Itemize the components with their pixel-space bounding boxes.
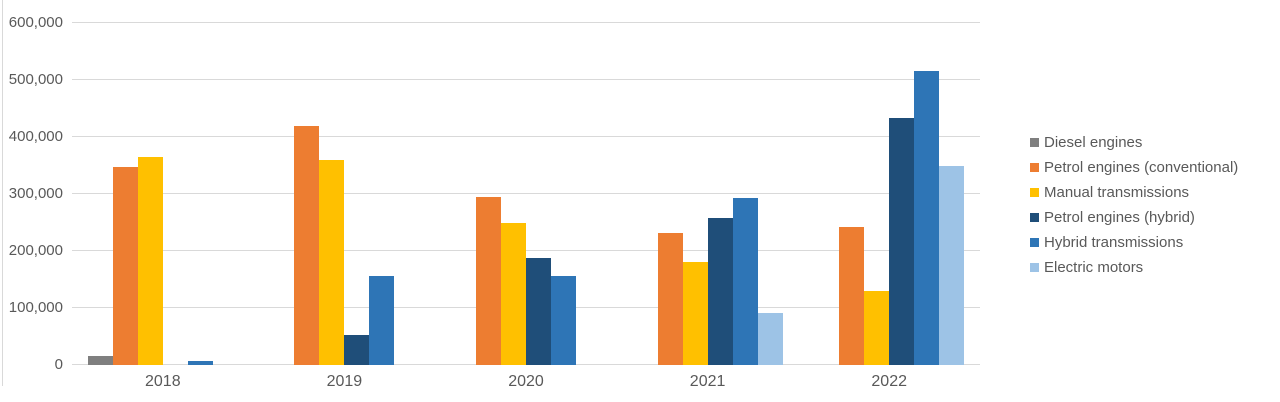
- y-tick-label: 500,000: [8, 71, 63, 88]
- bar-petrol-engines-hybrid-2019: [344, 334, 370, 365]
- bar-manual-transmissions-2022: [864, 290, 890, 365]
- legend-swatch-icon: [1030, 238, 1039, 247]
- legend-label: Manual transmissions: [1044, 184, 1190, 201]
- y-tick-label: 300,000: [8, 185, 63, 202]
- legend-item-hybrid-transmissions: Hybrid transmissions: [1030, 230, 1238, 255]
- legend-label: Electric motors: [1044, 259, 1144, 276]
- y-tick-label: 600,000: [8, 14, 63, 31]
- chart-border-line: [2, 0, 3, 386]
- legend-swatch-icon: [1030, 163, 1039, 172]
- legend-label: Hybrid transmissions: [1044, 234, 1184, 251]
- gridline: [72, 193, 980, 194]
- bar-hybrid-transmissions-2019: [369, 275, 395, 365]
- y-tick-label: 400,000: [8, 128, 63, 145]
- bar-petrol-engines-hybrid-2021: [707, 217, 733, 365]
- legend-swatch-icon: [1030, 188, 1039, 197]
- bar-group-2019: [254, 23, 436, 365]
- legend-label: Petrol engines (conventional): [1044, 159, 1239, 176]
- bar-petrol-engines-hybrid-2020: [525, 257, 551, 365]
- bar-petrol-engines-conventional-2021: [657, 233, 683, 365]
- legend-item-petrol-engines-conventional: Petrol engines (conventional): [1030, 155, 1238, 180]
- y-tick-label: 0: [54, 356, 63, 373]
- gridline: [72, 250, 980, 251]
- x-tick-label: 2020: [508, 373, 544, 390]
- y-tick-label: 200,000: [8, 242, 63, 259]
- bar-group-2021: [617, 23, 799, 365]
- legend-label: Diesel engines: [1044, 134, 1143, 151]
- x-tick-label: 2019: [326, 373, 363, 390]
- bar-electric-motors-2021: [757, 313, 783, 365]
- bar-manual-transmissions-2020: [500, 222, 526, 365]
- bar-group-2020: [435, 23, 617, 365]
- bar-hybrid-transmissions-2018: [187, 361, 213, 365]
- gridline: [72, 22, 980, 23]
- legend-item-diesel-engines: Diesel engines: [1030, 130, 1238, 155]
- bar-diesel-engines-2018: [87, 356, 113, 365]
- bar-manual-transmissions-2018: [137, 156, 163, 365]
- bar-manual-transmissions-2021: [682, 261, 708, 365]
- legend-swatch-icon: [1030, 138, 1039, 147]
- chart-legend: Diesel engines Petrol engines (convention…: [1030, 130, 1238, 280]
- legend-item-electric-motors: Electric motors: [1030, 255, 1238, 280]
- plot-area: [72, 22, 980, 365]
- bar-petrol-engines-conventional-2019: [294, 125, 320, 365]
- x-tick-label: 2018: [145, 373, 181, 390]
- gridline: [72, 136, 980, 137]
- gridline: [72, 79, 980, 80]
- bar-electric-motors-2022: [939, 165, 965, 365]
- bar-petrol-engines-conventional-2018: [112, 166, 138, 365]
- bar-hybrid-transmissions-2021: [732, 198, 758, 365]
- bar-petrol-engines-conventional-2022: [839, 227, 865, 365]
- x-tick-label: 2022: [871, 373, 907, 390]
- bar-group-2022: [798, 23, 980, 365]
- bar-petrol-engines-conventional-2020: [475, 197, 501, 365]
- bar-hybrid-transmissions-2022: [914, 70, 940, 365]
- legend-swatch-icon: [1030, 263, 1039, 272]
- y-tick-label: 100,000: [8, 299, 63, 316]
- bar-hybrid-transmissions-2020: [550, 276, 576, 365]
- legend-label: Petrol engines (hybrid): [1044, 209, 1195, 226]
- x-tick-label: 2021: [689, 373, 726, 390]
- bar-group-2018: [72, 23, 254, 365]
- bar-petrol-engines-hybrid-2022: [889, 118, 915, 365]
- legend-item-petrol-engines-hybrid: Petrol engines (hybrid): [1030, 205, 1238, 230]
- bar-manual-transmissions-2019: [319, 159, 345, 365]
- legend-swatch-icon: [1030, 213, 1039, 222]
- legend-item-manual-transmissions: Manual transmissions: [1030, 180, 1238, 205]
